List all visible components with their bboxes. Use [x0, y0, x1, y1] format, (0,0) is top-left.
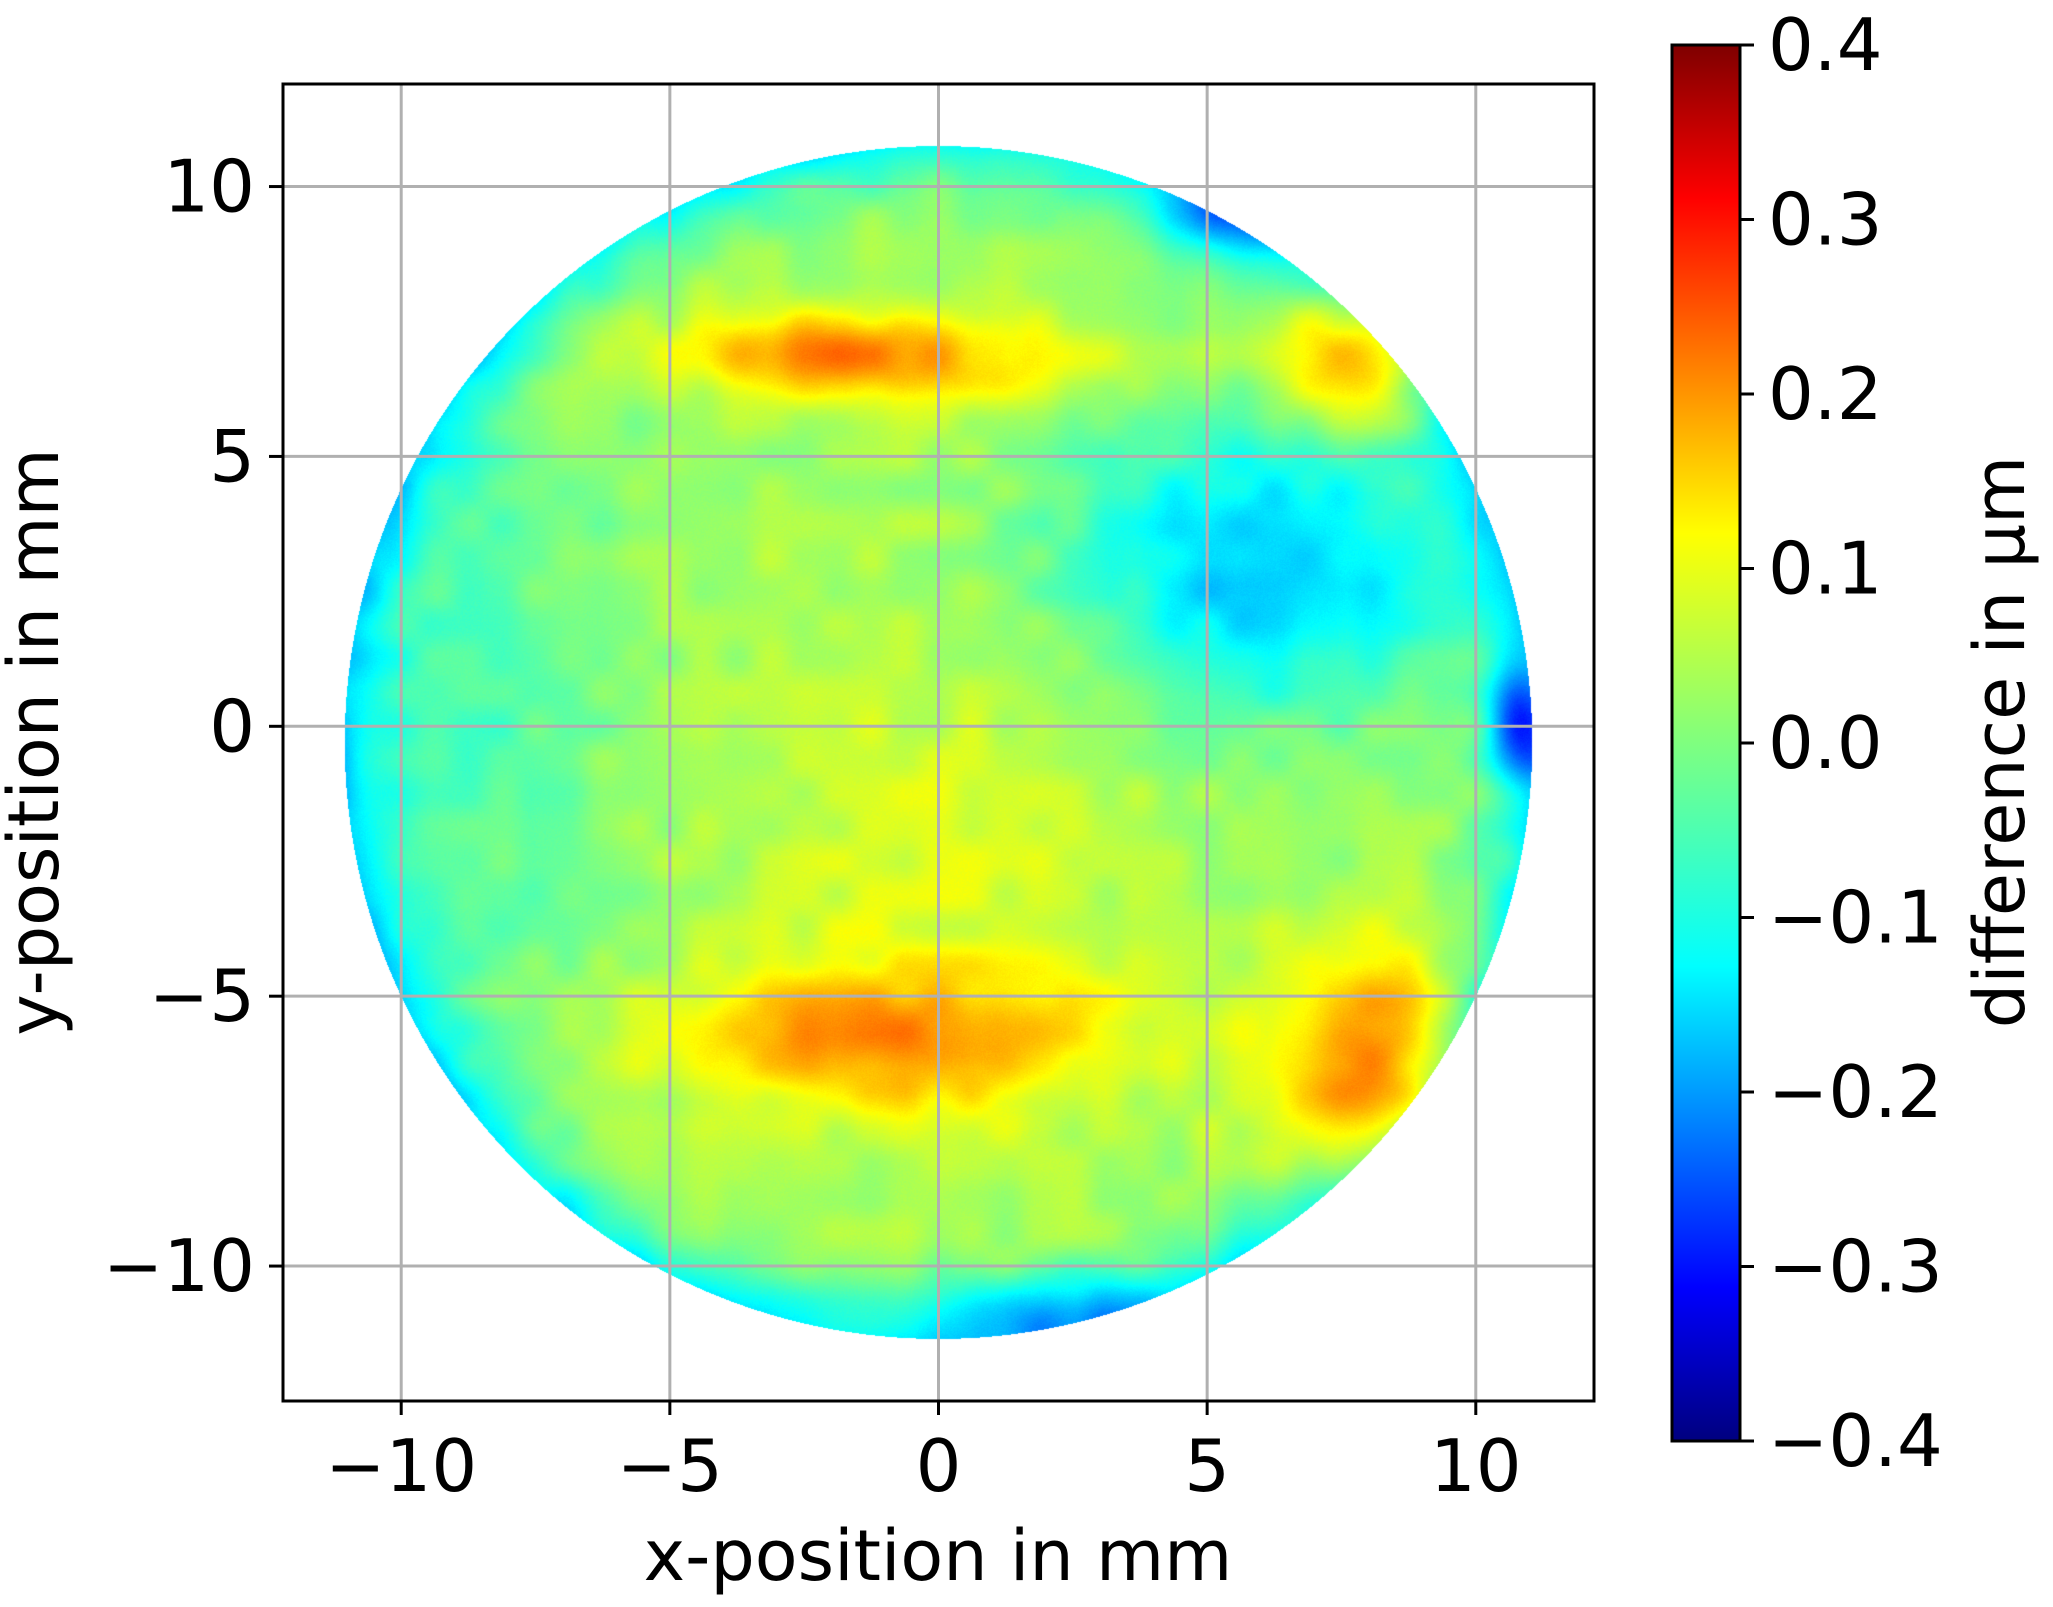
colorbar-tick-label: −0.4	[1768, 1399, 1943, 1483]
x-axis-ticks: −10 −5 0 5 10	[325, 1401, 1522, 1508]
colorbar-tick-label: 0.2	[1768, 352, 1883, 436]
x-tick-label: 0	[916, 1424, 962, 1508]
y-tick-label: 10	[163, 145, 255, 229]
y-tick-label: 5	[209, 414, 255, 498]
colorbar-tick-label: −0.1	[1768, 876, 1943, 960]
colorbar-ticks: 0.4 0.3 0.2 0.1 0.0 −0.1 −0.2 −0.3 −0.4	[1740, 3, 1943, 1483]
colorbar-tick-label: −0.2	[1768, 1050, 1943, 1134]
colorbar-tick-label: 0.0	[1768, 701, 1883, 785]
x-axis-title: x-position in mm	[644, 1515, 1233, 1597]
colorbar-tick-label: 0.3	[1768, 178, 1883, 262]
y-tick-label: 0	[209, 684, 255, 768]
y-axis-ticks: −10 −5 0 5 10	[103, 145, 283, 1308]
grid	[283, 84, 1594, 1401]
y-tick-label: −10	[103, 1224, 255, 1308]
y-axis-title: y-position in mm	[0, 448, 75, 1035]
colorbar-tick-label: −0.3	[1768, 1225, 1943, 1309]
colorbar-tick-label: 0.1	[1768, 527, 1883, 611]
colorbar-tick-label: 0.4	[1768, 3, 1883, 87]
x-tick-label: 5	[1184, 1424, 1230, 1508]
colorbar-title: difference in µm	[1959, 456, 2041, 1028]
x-tick-label: −10	[325, 1424, 477, 1508]
x-tick-label: −5	[617, 1424, 723, 1508]
y-tick-label: −5	[149, 954, 255, 1038]
x-tick-label: 10	[1430, 1424, 1522, 1508]
colorbar	[1670, 43, 1742, 1443]
